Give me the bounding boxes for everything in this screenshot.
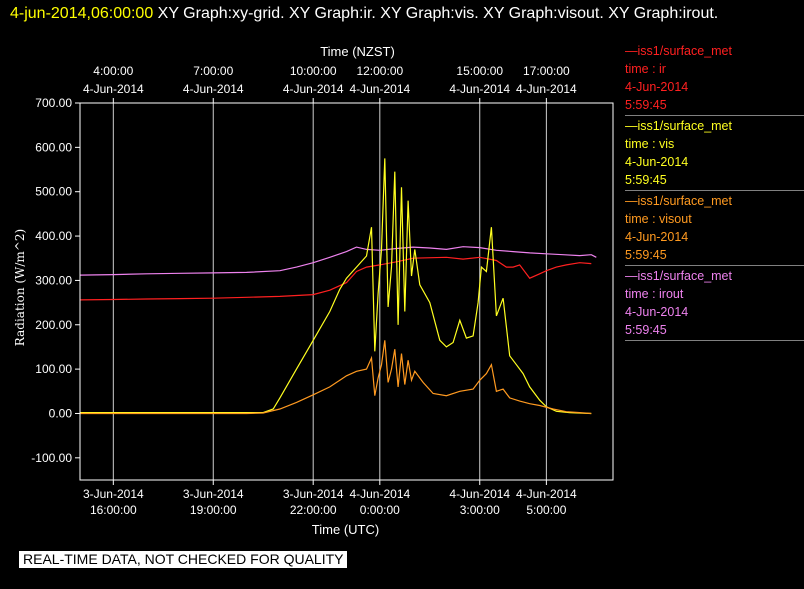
legend-source: —iss1/surface_met xyxy=(625,194,732,208)
plot-frame xyxy=(79,102,614,481)
series-line-irout xyxy=(79,246,597,276)
x-tick-label-time: 22:00:00 xyxy=(290,503,337,517)
legend-entry-vis: —iss1/surface_met time : vis 4-Jun-2014 … xyxy=(625,117,804,191)
top-tick-label-time: 10:00:00 xyxy=(290,64,337,78)
x-tick-label-time: 19:00:00 xyxy=(190,503,237,517)
top-tick-label-date: 4-Jun-2014 xyxy=(449,82,510,96)
top-tick-label-time: 12:00:00 xyxy=(356,64,403,78)
legend-date: 4-Jun-2014 xyxy=(625,230,689,244)
x-axis-title: Time (UTC) xyxy=(312,522,379,537)
legend: —iss1/surface_met time : ir 4-Jun-2014 5… xyxy=(625,42,804,342)
y-tick-label: -100.00 xyxy=(31,451,72,465)
chart-header: 4-jun-2014,06:00:00 XY Graph:xy-grid. XY… xyxy=(10,3,790,25)
top-tick-label-date: 4-Jun-2014 xyxy=(83,82,144,96)
series-line-visout xyxy=(80,340,592,415)
y-tick-label: 700.00 xyxy=(35,96,72,110)
series-layer xyxy=(79,158,597,415)
y-tick-label: 300.00 xyxy=(35,273,72,287)
top-tick-label-time: 7:00:00 xyxy=(193,64,233,78)
x-tick-label-date: 3-Jun-2014 xyxy=(283,487,344,501)
legend-time: 5:59:45 xyxy=(625,323,667,337)
top-tick-label-time: 17:00:00 xyxy=(523,64,570,78)
header-graph-list: XY Graph:xy-grid. XY Graph:ir. XY Graph:… xyxy=(153,5,719,22)
y-tick-label: 500.00 xyxy=(35,185,72,199)
x-tick-label-date: 4-Jun-2014 xyxy=(449,487,510,501)
legend-source: —iss1/surface_met xyxy=(625,119,732,133)
top-tick-label-date: 4-Jun-2014 xyxy=(349,82,410,96)
legend-series: time : visout xyxy=(625,212,692,226)
legend-series: time : irout xyxy=(625,287,684,301)
top-tick-label-time: 4:00:00 xyxy=(93,64,133,78)
legend-date: 4-Jun-2014 xyxy=(625,80,689,94)
legend-date: 4-Jun-2014 xyxy=(625,305,689,319)
axis-layer: 700.00 600.00 500.00 400.00 300.00 200.00 100.… xyxy=(31,64,577,517)
legend-entry-ir: —iss1/surface_met time : ir 4-Jun-2014 5… xyxy=(625,42,804,116)
legend-series: time : vis xyxy=(625,137,675,151)
x-tick-label-time: 5:00:00 xyxy=(526,503,566,517)
y-axis-title: Radiation (W/m^2) xyxy=(13,229,27,346)
legend-series: time : ir xyxy=(625,62,666,76)
x-tick-label-date: 3-Jun-2014 xyxy=(83,487,144,501)
series-line-ir xyxy=(79,256,592,301)
legend-time: 5:59:45 xyxy=(625,98,667,112)
header-timestamp: 4-jun-2014,06:00:00 xyxy=(10,5,154,22)
top-tick-label-time: 15:00:00 xyxy=(456,64,503,78)
y-tick-label: 400.00 xyxy=(35,229,72,243)
legend-source: —iss1/surface_met xyxy=(625,269,732,283)
legend-time: 5:59:45 xyxy=(625,173,667,187)
series-line-vis xyxy=(80,158,592,415)
y-tick-label: 100.00 xyxy=(35,362,72,376)
top-tick-label-date: 4-Jun-2014 xyxy=(183,82,244,96)
legend-entry-irout: —iss1/surface_met time : irout 4-Jun-201… xyxy=(625,267,804,341)
x-tick-label-time: 3:00:00 xyxy=(460,503,500,517)
legend-time: 5:59:45 xyxy=(625,248,667,262)
y-tick-label: 200.00 xyxy=(35,318,72,332)
top-tick-label-date: 4-Jun-2014 xyxy=(283,82,344,96)
y-tick-label: 0.00 xyxy=(49,406,73,420)
quality-disclaimer: REAL-TIME DATA, NOT CHECKED FOR QUALITY xyxy=(19,551,348,568)
grid-layer xyxy=(112,103,547,480)
top-tick-label-date: 4-Jun-2014 xyxy=(516,82,577,96)
x-tick-label-date: 4-Jun-2014 xyxy=(516,487,577,501)
legend-date: 4-Jun-2014 xyxy=(625,155,689,169)
y-tick-label: 600.00 xyxy=(35,140,72,154)
top-axis-title: Time (NZST) xyxy=(320,44,395,59)
x-tick-label-date: 4-Jun-2014 xyxy=(349,487,410,501)
legend-source: —iss1/surface_met xyxy=(625,44,732,58)
x-tick-label-date: 3-Jun-2014 xyxy=(183,487,244,501)
x-tick-label-time: 16:00:00 xyxy=(90,503,137,517)
x-tick-label-time: 0:00:00 xyxy=(360,503,400,517)
legend-entry-visout: —iss1/surface_met time : visout 4-Jun-20… xyxy=(625,192,804,266)
